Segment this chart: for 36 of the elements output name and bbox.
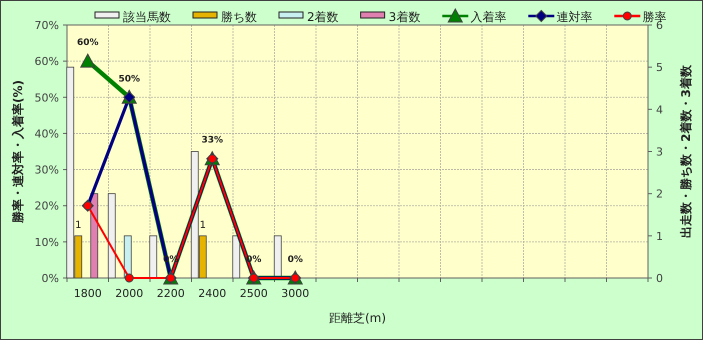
y2-tick-label: 5 (656, 61, 663, 74)
y-tick-label: 50% (34, 91, 59, 104)
x-axis-title: 距離芝(m) (328, 311, 386, 325)
data-label: 33% (201, 136, 224, 146)
y2-tick-label: 4 (656, 103, 663, 116)
y-axis-title: 勝率・連対率・入着率(%) (11, 80, 25, 224)
y-tick-label: 60% (34, 55, 59, 68)
y-tick-label: 30% (34, 164, 59, 177)
legend-label: 3着数 (388, 10, 420, 24)
x-tick-label: 3000 (281, 287, 310, 300)
y2-tick-label: 0 (656, 272, 663, 285)
legend-label: 入着率 (470, 10, 506, 24)
y-tick-label: 40% (34, 127, 59, 140)
y-tick-label: 0% (42, 272, 59, 285)
y-tick-label: 20% (34, 200, 59, 213)
y2-tick-label: 1 (656, 230, 663, 243)
legend-label: 連対率 (556, 10, 592, 24)
y2-tick-label: 3 (656, 146, 663, 158)
legend-label: 2着数 (307, 10, 339, 24)
y-tick-label: 10% (34, 236, 59, 249)
legend-label: 勝ち数 (221, 10, 257, 24)
data-label: 0% (288, 255, 303, 265)
x-tick-label: 2400 (198, 287, 226, 300)
data-label: 0% (163, 255, 178, 265)
x-tick-label: 2000 (115, 287, 144, 300)
data-label: 1 (75, 220, 82, 231)
x-tick-label: 2200 (156, 287, 185, 300)
data-label: 50% (118, 74, 140, 84)
legend-label: 該当馬数 (123, 10, 171, 24)
y2-axis-title: 出走数・勝ち数・2着数・3着数 (679, 64, 693, 238)
x-tick-label: 2500 (240, 287, 268, 300)
data-label: 60% (76, 38, 99, 48)
y-tick-label: 70% (34, 19, 59, 32)
y2-tick-label: 2 (656, 188, 663, 201)
data-label: 1 (200, 220, 206, 231)
x-tick-label: 1800 (74, 287, 102, 300)
